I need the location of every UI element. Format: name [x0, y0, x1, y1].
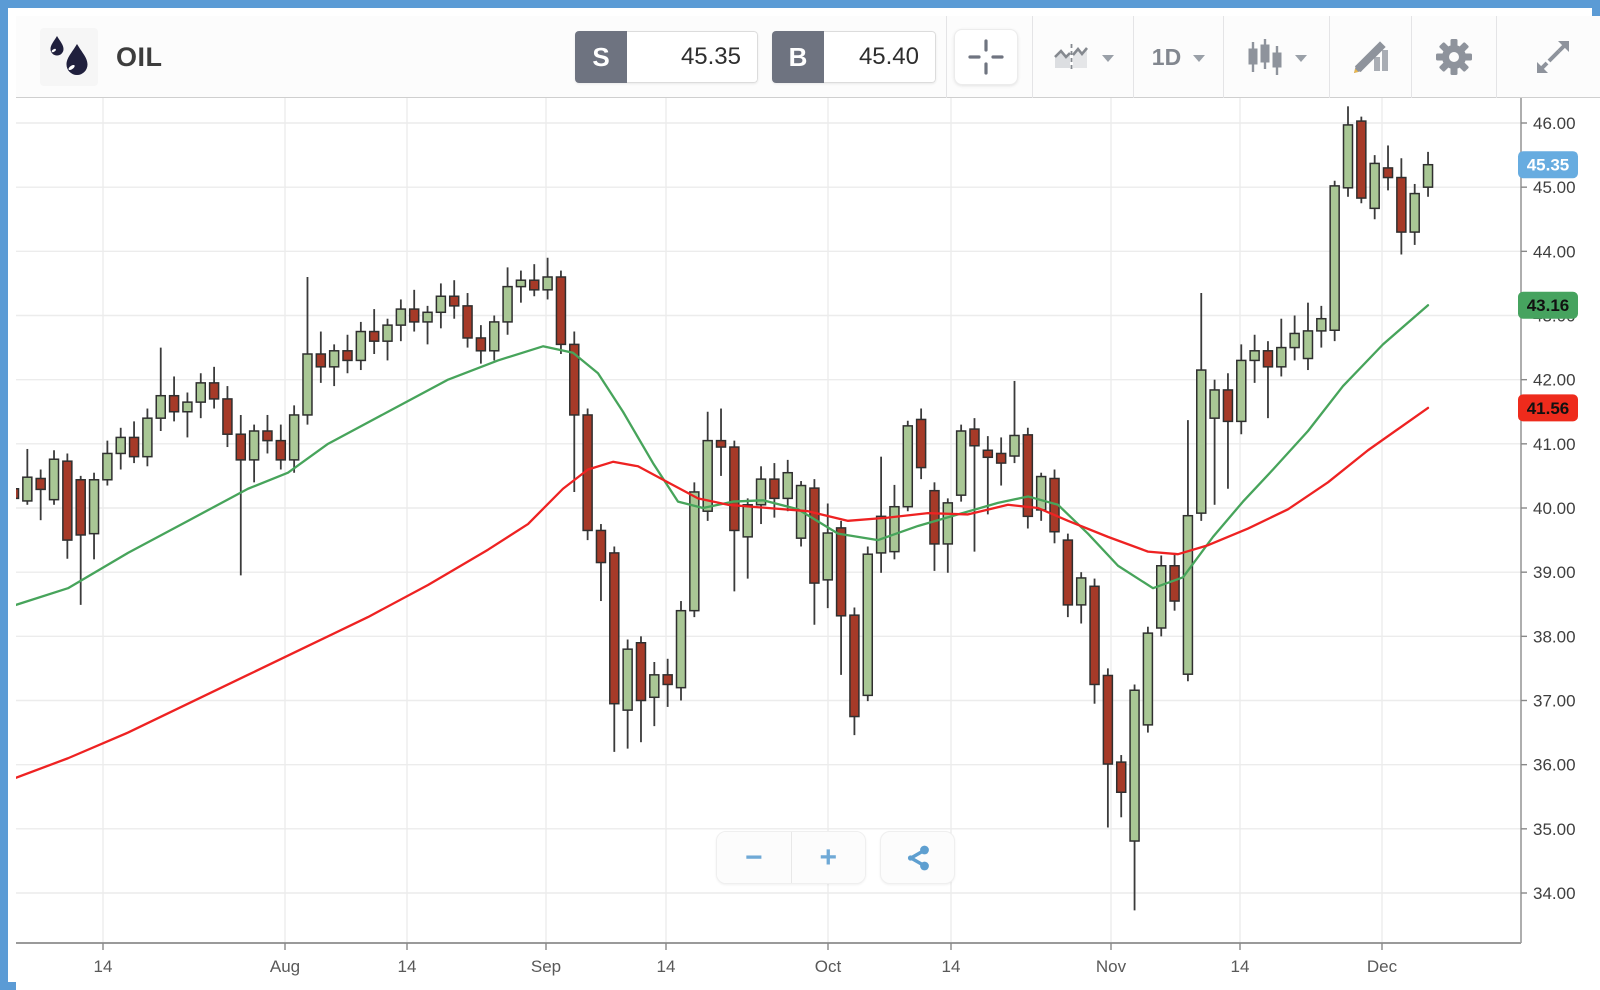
settings-button[interactable]: [1411, 16, 1496, 98]
zoom-out-button[interactable]: −: [717, 832, 791, 883]
instrument-logo: [40, 28, 98, 86]
toolbar: OIL S 45.35 B 45.40: [16, 16, 1600, 98]
svg-text:39.00: 39.00: [1533, 563, 1576, 582]
share-button[interactable]: [880, 831, 955, 884]
svg-text:14: 14: [942, 957, 961, 976]
timeframe-label: 1D: [1151, 43, 1182, 70]
buy-price: 45.40: [824, 31, 936, 83]
svg-text:Dec: Dec: [1367, 957, 1398, 976]
gear-icon: [1436, 39, 1472, 75]
svg-text:45.35: 45.35: [1527, 156, 1570, 175]
zoom-button-group: − +: [716, 831, 866, 884]
svg-text:14: 14: [398, 957, 417, 976]
share-icon: [907, 845, 929, 870]
compare-charts-icon: [1054, 44, 1088, 70]
svg-text:37.00: 37.00: [1533, 692, 1576, 711]
svg-text:Aug: Aug: [270, 957, 300, 976]
svg-text:41.56: 41.56: [1527, 399, 1570, 418]
oil-drops-icon: [50, 36, 88, 75]
svg-text:Oct: Oct: [815, 957, 842, 976]
svg-text:46.00: 46.00: [1533, 114, 1576, 133]
svg-text:14: 14: [657, 957, 676, 976]
fullscreen-button[interactable]: [1496, 16, 1600, 98]
symbol-title: OIL: [116, 41, 163, 72]
toolbar-divider: [946, 16, 947, 98]
svg-text:35.00: 35.00: [1533, 820, 1576, 839]
svg-text:45.00: 45.00: [1533, 178, 1576, 197]
svg-text:36.00: 36.00: [1533, 756, 1576, 775]
svg-text:Nov: Nov: [1096, 957, 1127, 976]
svg-text:14: 14: [1231, 957, 1250, 976]
zoom-in-button[interactable]: +: [790, 832, 865, 883]
pencil-indicators-icon: [1353, 41, 1388, 73]
svg-text:44.00: 44.00: [1533, 242, 1576, 261]
series-style-dropdown[interactable]: [1223, 16, 1329, 98]
chevron-down-icon: [1193, 54, 1206, 62]
draw-indicators-button[interactable]: [1329, 16, 1411, 98]
crosshair-tool-button[interactable]: [954, 29, 1018, 85]
sell-button[interactable]: S 45.35: [575, 31, 758, 83]
fullscreen-arrows-icon: [1536, 41, 1569, 73]
svg-text:38.00: 38.00: [1533, 627, 1576, 646]
crosshair-icon: [968, 39, 1004, 75]
svg-text:34.00: 34.00: [1533, 884, 1576, 903]
svg-text:41.00: 41.00: [1533, 435, 1576, 454]
sell-price: 45.35: [627, 31, 758, 83]
chart-type-dropdown[interactable]: [1032, 16, 1133, 98]
candlestick-chart[interactable]: 46.0045.0044.0043.0042.0041.0040.0039.00…: [16, 98, 1600, 990]
svg-text:42.00: 42.00: [1533, 371, 1576, 390]
buy-letter: B: [772, 31, 824, 83]
svg-text:43.16: 43.16: [1527, 296, 1570, 315]
timeframe-dropdown[interactable]: 1D: [1133, 16, 1223, 98]
buy-button[interactable]: B 45.40: [772, 31, 936, 83]
chevron-down-icon: [1102, 54, 1114, 62]
svg-text:14: 14: [94, 957, 113, 976]
svg-text:Sep: Sep: [531, 957, 561, 976]
svg-text:40.00: 40.00: [1533, 499, 1576, 518]
candlesticks-icon: [1248, 39, 1281, 75]
sell-letter: S: [575, 31, 627, 83]
chart-area[interactable]: 46.0045.0044.0043.0042.0041.0040.0039.00…: [16, 98, 1600, 990]
chevron-down-icon: [1294, 54, 1307, 62]
